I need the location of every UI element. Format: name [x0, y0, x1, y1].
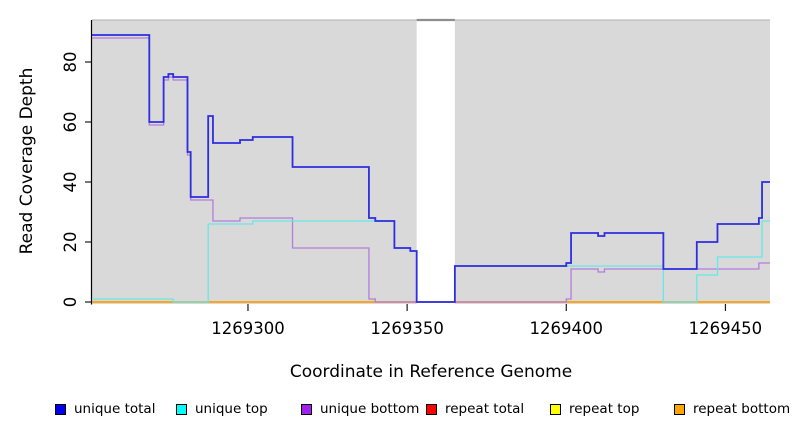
legend: unique total unique top unique bottom repea… [0, 399, 792, 419]
legend-swatch-repeat-top [550, 403, 561, 415]
series-line-unique-total [92, 34, 770, 303]
legend-swatch-repeat-total [426, 403, 437, 415]
legend-item-unique-top: unique top [176, 399, 268, 419]
legend-item-unique-bottom: unique bottom [301, 399, 419, 419]
plot-background-right [454, 20, 770, 304]
y-tick-label: 0 [61, 297, 80, 308]
legend-swatch-unique-total [55, 403, 66, 415]
plot-background-left [92, 20, 417, 304]
x-tick-label: 1269450 [689, 319, 763, 338]
legend-item-repeat-bottom: repeat bottom [674, 399, 790, 419]
legend-label-unique-total: unique total [74, 401, 156, 417]
y-tick-label: 60 [61, 112, 80, 133]
y-tick-label: 20 [61, 232, 80, 253]
y-tick-label: 80 [61, 52, 80, 73]
legend-label-unique-bottom: unique bottom [320, 401, 420, 417]
legend-item-unique-total: unique total [55, 399, 155, 419]
y-tick-label: 40 [61, 172, 80, 193]
legend-item-repeat-top: repeat top [550, 399, 639, 419]
legend-swatch-unique-top [176, 403, 187, 415]
x-tick-label: 1269400 [530, 319, 604, 338]
x-tick-label: 1269300 [211, 319, 285, 338]
legend-swatch-unique-bottom [301, 403, 312, 415]
legend-label-repeat-top: repeat top [569, 401, 640, 417]
legend-label-repeat-bottom: repeat bottom [693, 401, 791, 417]
x-tick-label: 1269350 [370, 319, 444, 338]
legend-label-repeat-total: repeat total [445, 401, 525, 417]
legend-item-repeat-total: repeat total [426, 399, 524, 419]
legend-swatch-repeat-bottom [674, 403, 685, 415]
legend-label-unique-top: unique top [195, 401, 268, 417]
y-axis-title: Read Coverage Depth [17, 67, 37, 255]
series-line-unique-bottom [92, 37, 770, 303]
x-axis-title: Coordinate in Reference Genome [289, 362, 573, 382]
